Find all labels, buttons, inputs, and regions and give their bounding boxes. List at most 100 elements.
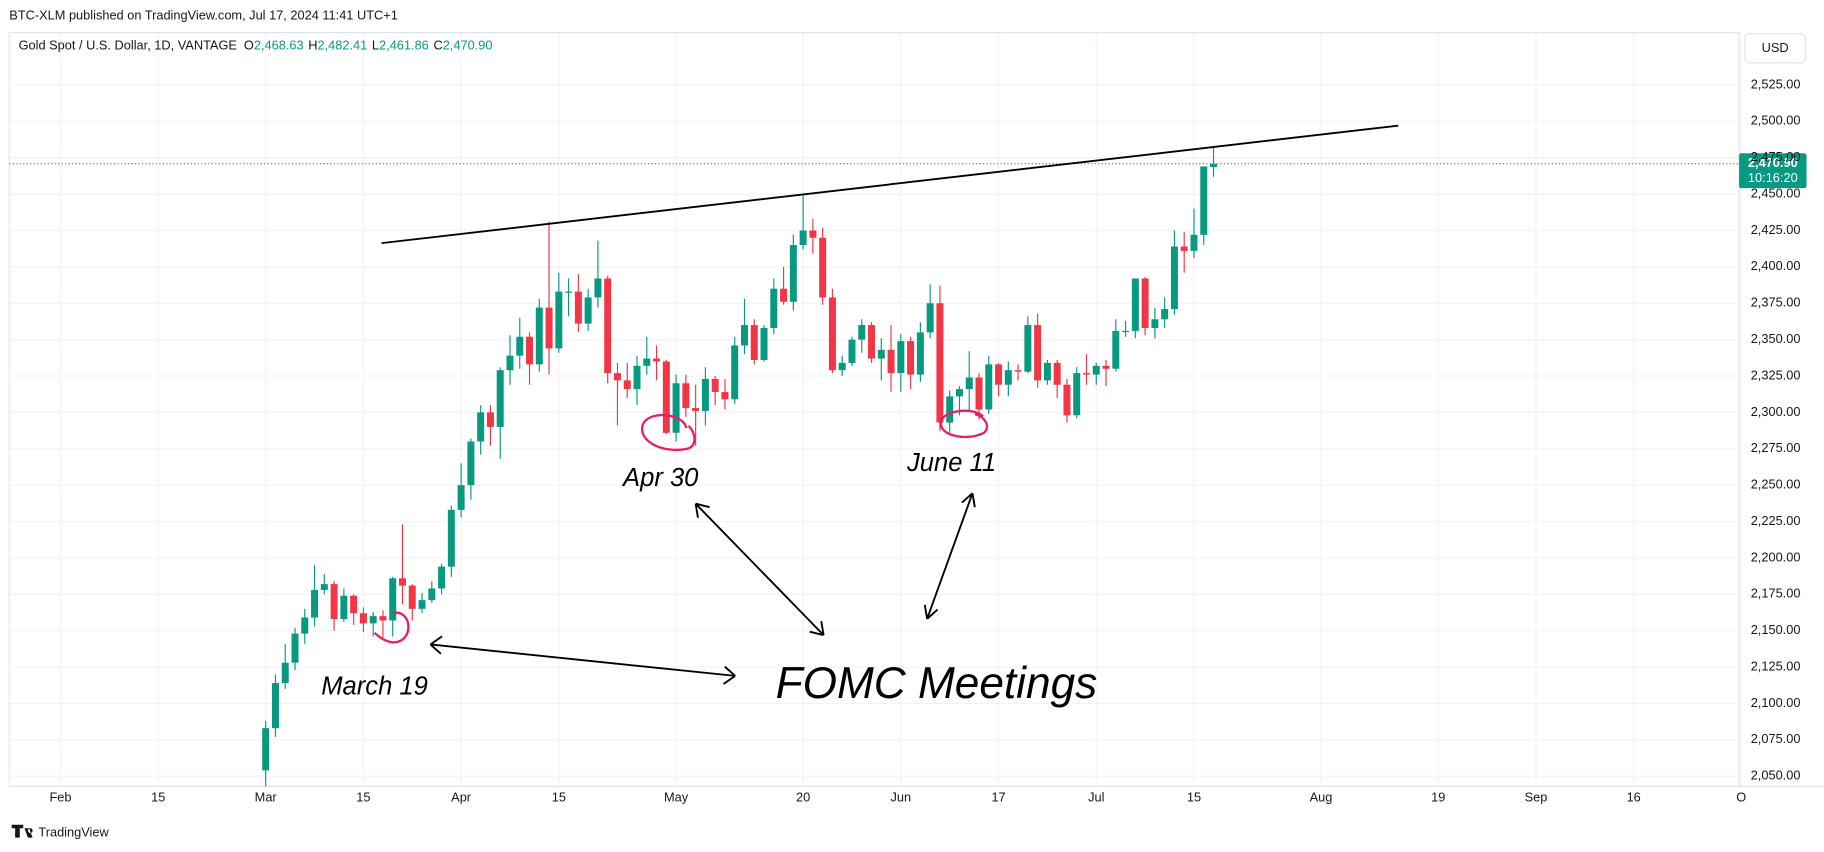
- candle-body: [1180, 246, 1188, 251]
- y-tick-label: 2,475.00: [1751, 149, 1801, 164]
- candle-body: [936, 303, 944, 423]
- ohlc-key: L: [372, 38, 379, 53]
- candle-body: [995, 364, 1003, 385]
- y-tick-label: 2,450.00: [1751, 185, 1801, 200]
- candle-body: [526, 336, 534, 365]
- candle-body: [1102, 365, 1110, 369]
- candle-body: [486, 412, 494, 427]
- candle-body: [613, 373, 621, 381]
- y-tick-label: 2,125.00: [1751, 658, 1801, 673]
- brand-name: TradingView: [38, 824, 109, 839]
- y-tick-label: 2,150.00: [1751, 622, 1801, 637]
- annotation: March 19: [321, 672, 428, 700]
- candle-body: [340, 595, 348, 620]
- currency-button[interactable]: [1744, 33, 1806, 64]
- y-tick-label: 2,100.00: [1751, 695, 1801, 710]
- candle-body: [399, 578, 406, 586]
- countdown: 10:16:20: [1748, 170, 1798, 185]
- x-tick-label: 19: [1431, 789, 1445, 804]
- candle-body: [838, 362, 846, 371]
- candle-body: [1131, 278, 1139, 331]
- grid: [9, 32, 1742, 787]
- candle-body: [359, 613, 367, 624]
- candle-body: [565, 291, 573, 293]
- ohlc-value: 2,482.41: [318, 38, 368, 53]
- candle-body: [819, 237, 827, 298]
- candle-body: [828, 297, 836, 371]
- candle-body: [682, 383, 690, 409]
- trend-line: [381, 124, 1399, 245]
- candle-body: [965, 377, 973, 390]
- y-tick-label: 2,050.00: [1751, 768, 1801, 783]
- candle-body: [506, 355, 514, 371]
- candles: [9, 146, 1740, 787]
- candle-body: [1083, 373, 1090, 375]
- candle-body: [858, 325, 866, 340]
- candle-body: [496, 370, 504, 427]
- y-tick-label: 2,075.00: [1751, 731, 1801, 746]
- candle-body: [701, 378, 709, 411]
- candle-body: [1151, 319, 1159, 328]
- candle-body: [1141, 278, 1149, 328]
- candle-body: [662, 361, 670, 433]
- ohlc-value: 2,461.86: [379, 38, 429, 53]
- candle-body: [350, 595, 358, 614]
- y-tick-label: 2,375.00: [1751, 295, 1801, 310]
- candle-body: [985, 364, 993, 410]
- circles: [373, 409, 989, 644]
- candle-body: [916, 332, 924, 375]
- x-tick-label: Jul: [1088, 789, 1104, 804]
- candle-body: [975, 377, 983, 410]
- candle-body: [653, 358, 661, 362]
- circle-jun11: [939, 409, 989, 438]
- candle-body: [711, 378, 719, 393]
- candle-body: [594, 278, 602, 298]
- x-tick-label: O: [1736, 789, 1746, 804]
- y-tick-label: 2,175.00: [1751, 586, 1801, 601]
- candle-body: [1200, 166, 1208, 235]
- y-tick-label: 2,525.00: [1751, 76, 1801, 91]
- x-tick-label: 15: [1187, 789, 1201, 804]
- currency-label[interactable]: USD: [1762, 40, 1789, 55]
- candle-body: [1004, 370, 1012, 385]
- candle-body: [868, 325, 876, 359]
- candle-body: [721, 392, 729, 400]
- price-badge-bg: [1739, 153, 1807, 189]
- candle-body: [1122, 330, 1130, 333]
- y-tick-label: 2,300.00: [1751, 404, 1801, 419]
- candle-body: [447, 509, 455, 567]
- annotation: June 11: [906, 449, 996, 477]
- candle-body: [311, 589, 319, 618]
- candle-body: [692, 408, 700, 411]
- candle-body: [428, 588, 436, 601]
- candle-body: [369, 616, 377, 624]
- ohlc-key: O: [244, 38, 254, 53]
- candle-body: [1063, 384, 1071, 416]
- x-tick-label: Aug: [1310, 789, 1333, 804]
- candle-body: [877, 349, 885, 359]
- x-tick-label: 16: [1627, 789, 1641, 804]
- candle-body: [955, 389, 963, 397]
- candle-body: [770, 288, 778, 328]
- candle-body: [535, 307, 543, 365]
- x-tick-label: Mar: [255, 789, 278, 804]
- candle-body: [1170, 246, 1178, 310]
- candle-body: [516, 336, 524, 356]
- y-tick-label: 2,425.00: [1751, 222, 1801, 237]
- circle-apr30: [640, 413, 696, 452]
- annotation: Apr 30: [621, 464, 699, 492]
- symbol-legend: Gold Spot / U.S. Dollar, 1D, VANTAGE O2,4…: [19, 38, 493, 53]
- candle-body: [281, 662, 289, 684]
- candle-body: [780, 288, 788, 302]
- candle-body: [897, 341, 905, 374]
- brand-logo: [11, 824, 33, 838]
- x-tick-label: 15: [356, 789, 370, 804]
- candle-body: [408, 585, 416, 609]
- candle-body: [1210, 163, 1218, 168]
- candle-body: [907, 341, 915, 375]
- candle-body: [799, 230, 807, 246]
- candle-body: [643, 358, 651, 366]
- x-tick-label: Feb: [49, 789, 71, 804]
- candle-body: [1024, 325, 1032, 372]
